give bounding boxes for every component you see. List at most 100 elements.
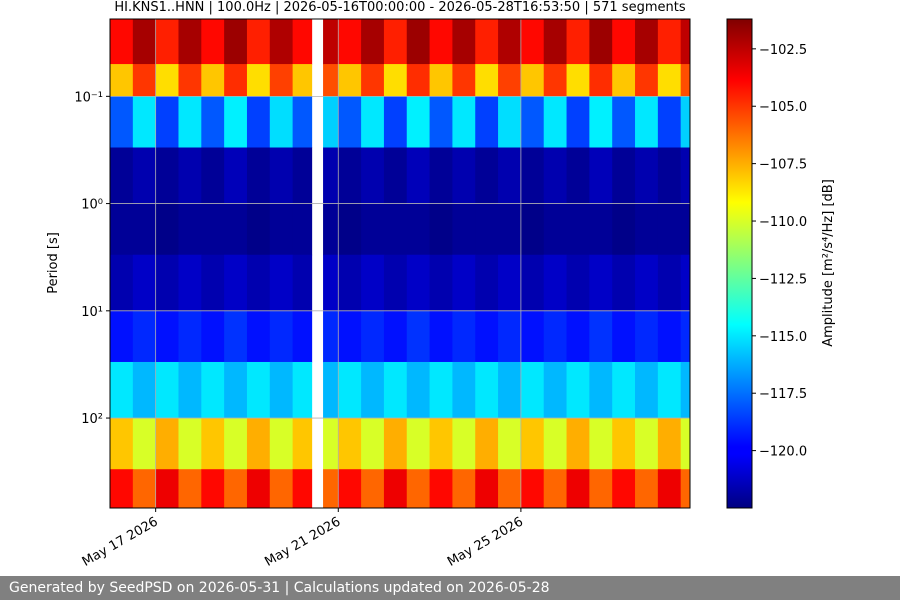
cell [475, 361, 499, 419]
cell [566, 310, 590, 363]
cell [498, 469, 522, 509]
x-tick-label: May 25 2026 [445, 514, 526, 569]
cell [155, 203, 179, 256]
cell [383, 469, 408, 509]
colorbar-tick-label: −105.0 [759, 100, 807, 115]
cell [224, 19, 248, 65]
cell [338, 147, 362, 205]
cell [178, 96, 202, 149]
cell [429, 96, 453, 149]
cell [132, 310, 157, 363]
cell [680, 254, 691, 312]
cell [475, 203, 499, 256]
cell [246, 469, 271, 509]
cell [406, 203, 431, 256]
cell [292, 96, 313, 149]
cell [110, 147, 134, 205]
cell [383, 203, 408, 256]
cell [612, 418, 636, 470]
cell [452, 19, 476, 65]
cell [201, 254, 225, 312]
cell [178, 203, 202, 256]
cell [635, 418, 659, 470]
cell [110, 254, 134, 312]
cell [132, 96, 157, 149]
cell [657, 64, 682, 97]
cell [635, 203, 659, 256]
cell [132, 203, 157, 256]
cell [201, 19, 225, 65]
cell [383, 147, 408, 205]
cell [155, 96, 179, 149]
cell [406, 310, 431, 363]
cell [361, 147, 385, 205]
cell [269, 203, 294, 256]
plot-frame [109, 18, 691, 509]
cell [178, 310, 202, 363]
cell [452, 361, 476, 419]
cell [269, 310, 294, 363]
cell [323, 64, 339, 97]
cell [498, 418, 522, 470]
cell [589, 96, 613, 149]
cell [338, 361, 362, 419]
cell [657, 254, 682, 312]
cell [323, 361, 339, 419]
cell [323, 254, 339, 312]
cell [406, 19, 431, 65]
chart-title: HI.KNS1..HNN | 100.0Hz | 2026-05-16T00:0… [114, 0, 685, 15]
y-axis-label: Period [s] [46, 232, 61, 294]
cell [543, 64, 568, 97]
cell [520, 361, 545, 419]
cell [429, 147, 453, 205]
cell [657, 361, 682, 419]
cell [612, 96, 636, 149]
cell [155, 361, 179, 419]
cell [292, 147, 313, 205]
cell [498, 361, 522, 419]
cell [498, 96, 522, 149]
cell [338, 469, 362, 509]
colorbar-tick-label: −102.5 [759, 43, 807, 58]
cell [566, 19, 590, 65]
cell [110, 19, 134, 65]
cell [406, 96, 431, 149]
cell [178, 418, 202, 470]
cell [292, 418, 313, 470]
cell [475, 64, 499, 97]
cell [361, 96, 385, 149]
cell [246, 203, 271, 256]
cell [110, 96, 134, 149]
cell [612, 361, 636, 419]
cell [566, 254, 590, 312]
cell [110, 203, 134, 256]
cell [132, 64, 157, 97]
cell [361, 203, 385, 256]
cell [361, 469, 385, 509]
cell [543, 254, 568, 312]
cell [520, 254, 545, 312]
cell [406, 418, 431, 470]
cell [429, 469, 453, 509]
cell [680, 361, 691, 419]
y-tick-label: 10⁻¹ [74, 90, 103, 105]
cell [178, 64, 202, 97]
cell [361, 361, 385, 419]
cell [224, 469, 248, 509]
cell [657, 418, 682, 470]
cell [155, 147, 179, 205]
cell [201, 96, 225, 149]
cell [612, 147, 636, 205]
cell [589, 418, 613, 470]
colorbar-tick-label: −107.5 [759, 158, 807, 173]
cell [269, 361, 294, 419]
cell [323, 203, 339, 256]
cell [406, 469, 431, 509]
cell [452, 418, 476, 470]
cell [566, 96, 590, 149]
cell [292, 310, 313, 363]
cell [224, 310, 248, 363]
cell [543, 147, 568, 205]
cell [635, 361, 659, 419]
cell [323, 418, 339, 470]
